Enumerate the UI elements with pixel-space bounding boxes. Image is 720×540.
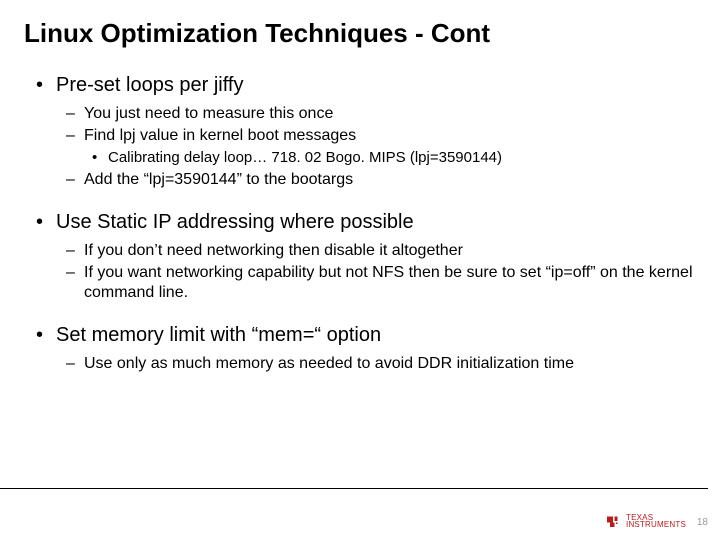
bullet-level1: Pre-set loops per jiffy bbox=[36, 73, 696, 98]
bullet-level3: Calibrating delay loop… 718. 02 Bogo. MI… bbox=[36, 148, 696, 168]
bullet-level2: Find lpj value in kernel boot messages bbox=[36, 126, 696, 146]
spacer bbox=[36, 305, 696, 323]
bullet-level2: Use only as much memory as needed to avo… bbox=[36, 354, 696, 374]
spacer bbox=[36, 192, 696, 210]
bullet-level2: You just need to measure this once bbox=[36, 104, 696, 124]
ti-chip-icon bbox=[604, 512, 622, 530]
slide-title: Linux Optimization Techniques - Cont bbox=[24, 18, 696, 49]
slide-content: Pre-set loops per jiffy You just need to… bbox=[24, 73, 696, 374]
bullet-level1: Set memory limit with “mem=“ option bbox=[36, 323, 696, 348]
ti-text-line2: INSTRUMENTS bbox=[626, 521, 686, 528]
ti-logo-text: TEXAS INSTRUMENTS bbox=[626, 514, 686, 528]
page-number-fragment: 18 bbox=[697, 517, 708, 528]
bullet-level2: Add the “lpj=3590144” to the bootargs bbox=[36, 170, 696, 190]
bullet-level2: If you want networking capability but no… bbox=[36, 263, 696, 303]
bullet-level2: If you don’t need networking then disabl… bbox=[36, 241, 696, 261]
slide-container: Linux Optimization Techniques - Cont Pre… bbox=[0, 0, 720, 540]
slide-footer: TEXAS INSTRUMENTS 18 bbox=[0, 488, 708, 540]
ti-logo: TEXAS INSTRUMENTS bbox=[604, 512, 686, 530]
bullet-level1: Use Static IP addressing where possible bbox=[36, 210, 696, 235]
